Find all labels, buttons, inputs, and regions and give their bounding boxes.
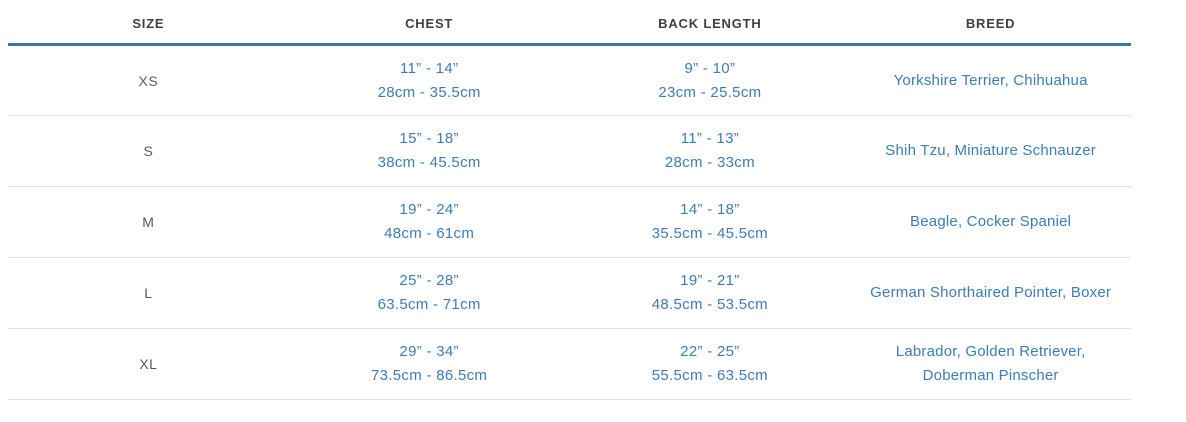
back-length-cell: 9” - 10” 23cm - 25.5cm [569, 44, 851, 116]
chest-cm: 28cm - 35.5cm [377, 83, 481, 101]
header-cell-size: SIZE [8, 2, 289, 46]
dog-size-chart-table: SIZE CHEST BACK LENGTH BREED XS 11” - 14… [8, 2, 1131, 400]
table-row: XS 11” - 14” 28cm - 35.5cm 9” - 10” 23cm… [8, 44, 1131, 116]
breed-cell: Yorkshire Terrier, Chihuahua [850, 44, 1131, 116]
breed-text: Shih Tzu, Miniature Schnauzer [885, 142, 1096, 159]
back-length-cell: 11” - 13” 28cm - 33cm [569, 115, 851, 187]
chest-cm: 63.5cm - 71cm [377, 296, 481, 313]
chest-inches: 15” - 18” [399, 130, 459, 147]
table-row: S 15” - 18” 38cm - 45.5cm 11” - 13” 28cm… [8, 115, 1131, 187]
back-length-inches: 11” - 13” [680, 130, 740, 147]
chest-cell: 15” - 18” 38cm - 45.5cm [288, 115, 570, 187]
breed-cell: Shih Tzu, Miniature Schnauzer [850, 115, 1131, 187]
back-length-cm: 23cm - 25.5cm [658, 83, 762, 101]
chest-inches: 11” - 14” [399, 59, 459, 77]
back-length-cell: 14” - 18” 35.5cm - 45.5cm [569, 186, 851, 258]
size-label: XS [8, 44, 289, 116]
size-label: L [8, 257, 289, 329]
chest-inches: 25” - 28” [399, 272, 459, 289]
breed-cell: German Shorthaired Pointer, Boxer [850, 257, 1131, 329]
table-row: L 25” - 28” 63.5cm - 71cm 19” - 21” 48.5… [8, 257, 1131, 329]
back-length-inches: 19” - 21” [680, 272, 740, 289]
back-length-inches: 14” - 18” [680, 201, 740, 218]
chest-cm: 73.5cm - 86.5cm [371, 367, 488, 384]
chest-inches: 19” - 24” [399, 201, 459, 218]
chest-cell: 19” - 24” 48cm - 61cm [288, 186, 570, 258]
table-row: XL 29” - 34” 73.5cm - 86.5cm 22” - 25” 5… [8, 328, 1131, 400]
back-length-cell: 22” - 25” 55.5cm - 63.5cm [569, 328, 851, 400]
header-cell-back-length: BACK LENGTH [569, 2, 851, 46]
breed-cell: Labrador, Golden Retriever, Doberman Pin… [850, 328, 1131, 400]
table-header-row: SIZE CHEST BACK LENGTH BREED [8, 2, 1131, 46]
breed-text: German Shorthaired Pointer, Boxer [870, 284, 1112, 301]
table-row: M 19” - 24” 48cm - 61cm 14” - 18” 35.5cm… [8, 186, 1131, 258]
header-cell-chest: CHEST [288, 2, 570, 46]
size-label: M [8, 186, 289, 258]
back-length-cm: 55.5cm - 63.5cm [651, 367, 768, 384]
back-length-cm: 48.5cm - 53.5cm [651, 296, 768, 313]
header-cell-breed: BREED [850, 2, 1131, 46]
chest-cell: 25” - 28” 63.5cm - 71cm [288, 257, 570, 329]
breed-text: Labrador, Golden Retriever, Doberman Pin… [895, 343, 1086, 384]
back-length-cm: 35.5cm - 45.5cm [651, 225, 768, 242]
chest-inches: 29” - 34” [399, 343, 459, 360]
breed-text: Yorkshire Terrier, Chihuahua [893, 71, 1088, 89]
breed-text: Beagle, Cocker Spaniel [910, 213, 1072, 230]
size-label: S [8, 115, 289, 187]
back-length-cm: 28cm - 33cm [664, 154, 755, 171]
size-label: XL [8, 328, 289, 400]
breed-cell: Beagle, Cocker Spaniel [850, 186, 1131, 258]
back-length-inches: 22” - 25” [680, 343, 740, 360]
back-length-cell: 19” - 21” 48.5cm - 53.5cm [569, 257, 851, 329]
chest-cm: 38cm - 45.5cm [377, 154, 481, 171]
chest-cell: 11” - 14” 28cm - 35.5cm [288, 44, 570, 116]
back-length-inches: 9” - 10” [684, 59, 736, 77]
chest-cell: 29” - 34” 73.5cm - 86.5cm [288, 328, 570, 400]
chest-cm: 48cm - 61cm [384, 225, 475, 242]
